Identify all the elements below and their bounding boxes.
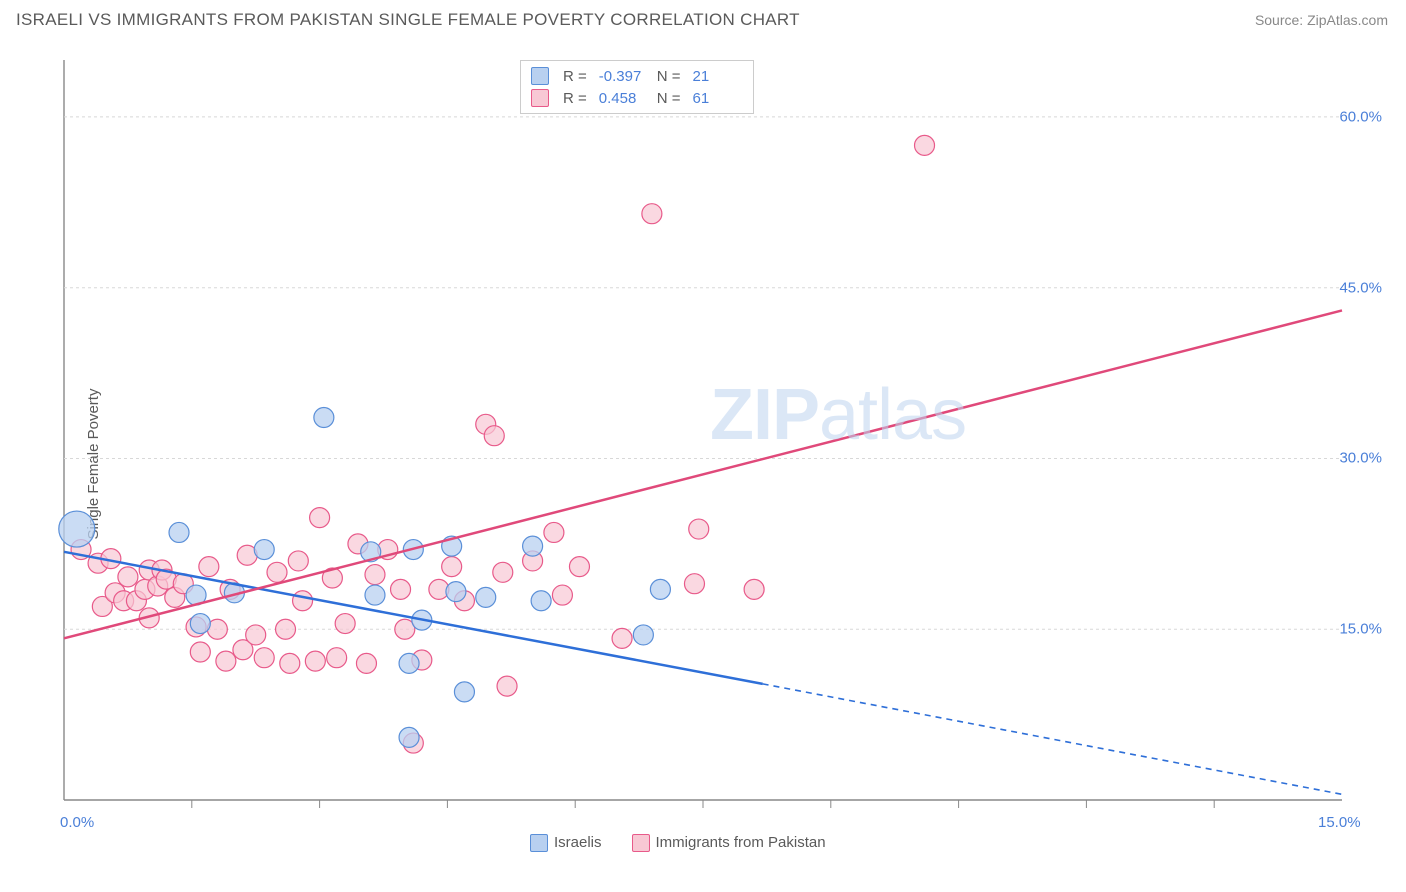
- y-tick-label: 45.0%: [1339, 279, 1382, 296]
- series-legend: Israelis Immigrants from Pakistan: [530, 834, 826, 852]
- legend-item: Israelis: [530, 834, 602, 852]
- correlation-legend: R = -0.397 N = 21 R = 0.458 N = 61: [520, 60, 754, 114]
- y-tick-label: 60.0%: [1339, 108, 1382, 125]
- source-attribution: Source: ZipAtlas.com: [1255, 12, 1388, 28]
- legend-r-label: R =: [563, 90, 587, 107]
- legend-swatch: [531, 89, 549, 107]
- legend-swatch: [530, 834, 548, 852]
- legend-r-value: -0.397: [599, 68, 649, 85]
- legend-row: R = 0.458 N = 61: [531, 87, 743, 109]
- legend-n-value: 61: [693, 90, 743, 107]
- legend-row: R = -0.397 N = 21: [531, 65, 743, 87]
- chart-container: Single Female Poverty R = -0.397 N = 21 …: [20, 44, 1390, 884]
- legend-r-label: R =: [563, 68, 587, 85]
- legend-n-label: N =: [657, 68, 681, 85]
- series-name: Israelis: [554, 834, 602, 851]
- x-tick-label: 15.0%: [1318, 814, 1361, 831]
- y-tick-label: 30.0%: [1339, 450, 1382, 467]
- legend-item: Immigrants from Pakistan: [632, 834, 826, 852]
- legend-n-value: 21: [693, 68, 743, 85]
- legend-r-value: 0.458: [599, 90, 649, 107]
- legend-swatch: [632, 834, 650, 852]
- scatter-chart: [20, 44, 1390, 884]
- legend-swatch: [531, 67, 549, 85]
- series-name: Immigrants from Pakistan: [656, 834, 826, 851]
- legend-n-label: N =: [657, 90, 681, 107]
- x-tick-label: 0.0%: [60, 814, 94, 831]
- y-tick-label: 15.0%: [1339, 621, 1382, 638]
- chart-title: ISRAELI VS IMMIGRANTS FROM PAKISTAN SING…: [16, 10, 800, 30]
